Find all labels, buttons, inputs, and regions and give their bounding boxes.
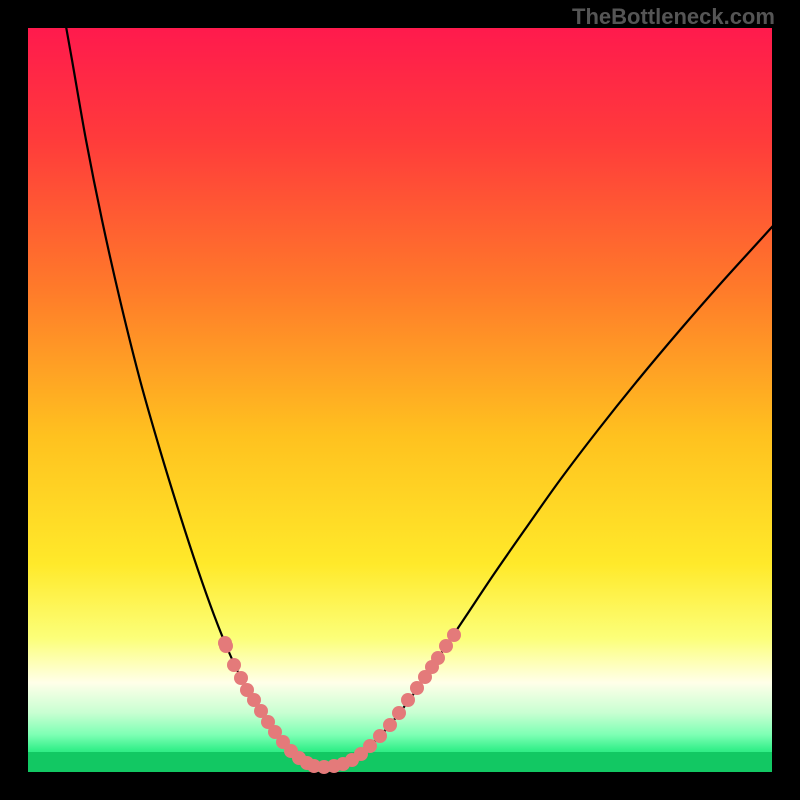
watermark-text: TheBottleneck.com [572,4,775,30]
gradient-plot-area [28,28,772,772]
bottom-green-band [28,752,772,772]
